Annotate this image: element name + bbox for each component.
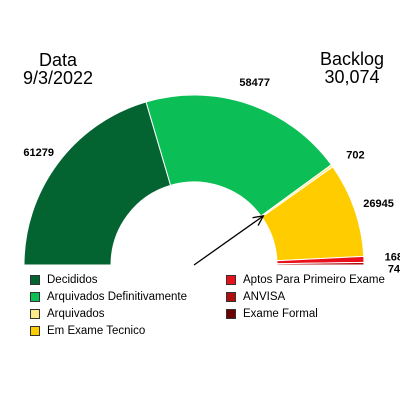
legend-item-arquivados-definitivamente: Arquivados Definitivamente	[30, 291, 187, 303]
arc-arquivados-definitivamente	[145, 94, 333, 217]
legend-swatch	[226, 275, 236, 285]
data-label-anvisa: 743	[388, 264, 400, 276]
data-label-decididos: 61279	[23, 147, 54, 159]
data-label-arquivados-definitivamente: 58477	[239, 77, 270, 89]
arc-anvisa	[276, 261, 365, 266]
legend-swatch	[30, 275, 40, 285]
arc-decididos	[23, 101, 172, 266]
legend-label: Aptos Para Primeiro Exame	[243, 274, 385, 286]
date-block: Data 9/3/2022	[22, 51, 94, 87]
data-label-em-exame-tecnico: 26945	[363, 198, 394, 210]
legend-swatch	[226, 309, 236, 319]
legend-label: Exame Formal	[243, 308, 318, 320]
legend-swatch	[30, 292, 40, 302]
legend-swatch	[30, 326, 40, 336]
data-label-aptos-para-primeiro-exame: 1684	[385, 252, 400, 264]
legend-item-anvisa: ANVISA	[226, 291, 285, 303]
legend-label: ANVISA	[243, 291, 286, 303]
legend-swatch	[30, 309, 40, 319]
date-label: Data	[38, 50, 78, 70]
needle-line	[193, 215, 264, 266]
data-label-arquivados: 702	[346, 150, 364, 162]
legend-swatch	[226, 292, 236, 302]
legend-item-arquivados: Arquivados	[30, 308, 105, 320]
needle-arrowhead	[252, 215, 265, 226]
legend-item-decididos: Decididos	[30, 274, 98, 286]
legend-label: Arquivados Definitivamente	[47, 291, 187, 303]
legend-item-exame-formal: Exame Formal	[226, 308, 318, 320]
legend-label: Arquivados	[47, 308, 105, 320]
date-value: 9/3/2022	[22, 68, 94, 88]
legend-label: Em Exame Tecnico	[47, 325, 146, 337]
legend-item-aptos-para-primeiro-exame: Aptos Para Primeiro Exame	[226, 274, 385, 286]
backlog-block: Backlog 30,074	[310, 50, 394, 86]
backlog-value: 30,074	[324, 67, 380, 87]
legend-item-em-exame-tecnico: Em Exame Tecnico	[30, 325, 145, 337]
backlog-label: Backlog	[319, 49, 385, 69]
legend-label: Decididos	[47, 274, 98, 286]
